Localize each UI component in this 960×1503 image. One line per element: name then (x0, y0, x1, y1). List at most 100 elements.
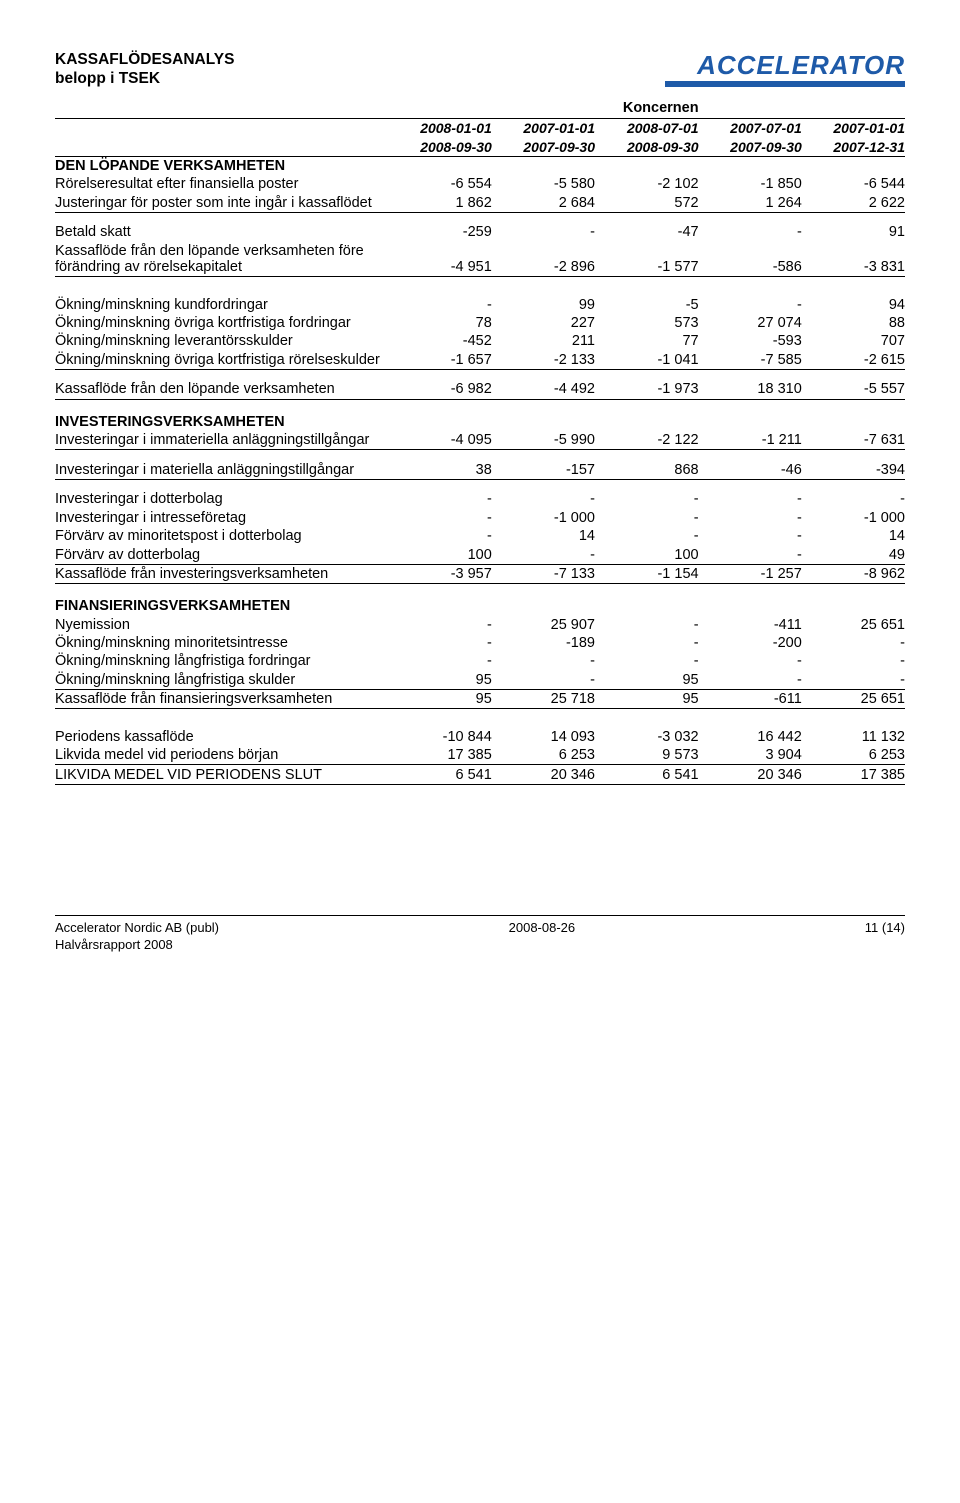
inv-heading-label: INVESTERINGSVERKSAMHETEN (55, 399, 389, 431)
row-label: Ökning/minskning långfristiga skulder (55, 670, 389, 689)
row-label: Nyemission (55, 615, 389, 633)
cell: -2 102 (595, 175, 699, 193)
cell: 18 310 (699, 380, 802, 399)
col4-end: 2007-09-30 (699, 137, 802, 156)
row-label: Investeringar i dotterbolag (55, 490, 389, 508)
col1-start: 2008-01-01 (389, 118, 492, 137)
cell: 17 385 (802, 765, 905, 784)
cell: - (492, 545, 595, 564)
cell: - (802, 652, 905, 670)
footer-company: Accelerator Nordic AB (publ) (55, 920, 219, 937)
page-header: KASSAFLÖDESANALYS belopp i TSEK ACCELERA… (55, 50, 905, 89)
cell: 11 132 (802, 728, 905, 746)
cell: 77 (595, 332, 699, 350)
cell: 6 541 (595, 765, 699, 784)
cell: - (802, 634, 905, 652)
logo-text: ACCELERATOR (665, 50, 905, 81)
cell: 572 (595, 193, 699, 212)
cell: -5 (595, 295, 699, 313)
row-r22: Periodens kassaflöde -10 844 14 093 -3 0… (55, 728, 905, 746)
cell: - (699, 545, 802, 564)
cell: - (699, 490, 802, 508)
cell: -1 000 (492, 509, 595, 527)
cell: 91 (802, 223, 905, 241)
cell: 95 (595, 689, 699, 708)
period-row-start: 2008-01-01 2007-01-01 2008-07-01 2007-07… (55, 118, 905, 137)
cell: 9 573 (595, 746, 699, 765)
cell: - (492, 652, 595, 670)
row-label: Ökning/minskning långfristiga fordringar (55, 652, 389, 670)
row-label: Ökning/minskning övriga kortfristiga rör… (55, 350, 389, 369)
cell: -5 557 (802, 380, 905, 399)
cell: 6 541 (389, 765, 492, 784)
cell: 38 (389, 461, 492, 480)
cell: -1 041 (595, 350, 699, 369)
cell: -593 (699, 332, 802, 350)
cell: 14 (492, 527, 595, 545)
cell: 1 862 (389, 193, 492, 212)
cell: 17 385 (389, 746, 492, 765)
logo: ACCELERATOR (665, 50, 905, 87)
cell: -586 (699, 242, 802, 277)
row-label: Rörelseresultat efter finansiella poster (55, 175, 389, 193)
row-label: Betald skatt (55, 223, 389, 241)
row-r18: Ökning/minskning minoritetsintresse - -1… (55, 634, 905, 652)
cell: - (492, 490, 595, 508)
cell: 14 (802, 527, 905, 545)
cell: -10 844 (389, 728, 492, 746)
cell: - (595, 509, 699, 527)
cell: -6 982 (389, 380, 492, 399)
cell: -1 577 (595, 242, 699, 277)
cell: 211 (492, 332, 595, 350)
cell: 49 (802, 545, 905, 564)
cell: 707 (802, 332, 905, 350)
cell: -3 957 (389, 564, 492, 583)
cell: - (389, 652, 492, 670)
cell: -157 (492, 461, 595, 480)
row-r11: Investeringar i materiella anläggningsti… (55, 461, 905, 480)
cell: -7 585 (699, 350, 802, 369)
cell: - (492, 670, 595, 689)
cell: 20 346 (492, 765, 595, 784)
cell: 94 (802, 295, 905, 313)
cell: -6 554 (389, 175, 492, 193)
title-block: KASSAFLÖDESANALYS belopp i TSEK (55, 50, 234, 89)
cell: 25 907 (492, 615, 595, 633)
row-r2: Justeringar för poster som inte ingår i … (55, 193, 905, 212)
row-label: Kassaflöde från investeringsverksamheten (55, 564, 389, 583)
cell: 20 346 (699, 765, 802, 784)
footer-date: 2008-08-26 (509, 920, 576, 954)
row-label: Justeringar för poster som inte ingår i … (55, 193, 389, 212)
row-r13: Investeringar i intresseföretag - -1 000… (55, 509, 905, 527)
logo-underline (665, 81, 905, 87)
row-label: Investeringar i materiella anläggningsti… (55, 461, 389, 480)
cell: - (389, 490, 492, 508)
cell: - (492, 223, 595, 241)
cell: 227 (492, 314, 595, 332)
row-label: Likvida medel vid periodens början (55, 746, 389, 765)
col5-end: 2007-12-31 (802, 137, 905, 156)
cell: 2 622 (802, 193, 905, 212)
cell: 2 684 (492, 193, 595, 212)
cell: 95 (389, 689, 492, 708)
cell: -47 (595, 223, 699, 241)
cell: - (595, 615, 699, 633)
cell: -611 (699, 689, 802, 708)
cell: - (699, 652, 802, 670)
cell: 95 (389, 670, 492, 689)
row-r1: Rörelseresultat efter finansiella poster… (55, 175, 905, 193)
row-label: LIKVIDA MEDEL VID PERIODENS SLUT (55, 765, 389, 784)
cell: - (389, 615, 492, 633)
cell: -7 631 (802, 431, 905, 450)
col2-start: 2007-01-01 (492, 118, 595, 137)
cell: 16 442 (699, 728, 802, 746)
row-r6: Ökning/minskning övriga kortfristiga for… (55, 314, 905, 332)
cell: -394 (802, 461, 905, 480)
row-r12: Investeringar i dotterbolag - - - - - (55, 490, 905, 508)
cell: - (389, 509, 492, 527)
group-heading: Koncernen (595, 99, 699, 119)
cell: -4 492 (492, 380, 595, 399)
row-r17: Nyemission - 25 907 - -411 25 651 (55, 615, 905, 633)
cell: -2 122 (595, 431, 699, 450)
row-label: Förvärv av minoritetspost i dotterbolag (55, 527, 389, 545)
